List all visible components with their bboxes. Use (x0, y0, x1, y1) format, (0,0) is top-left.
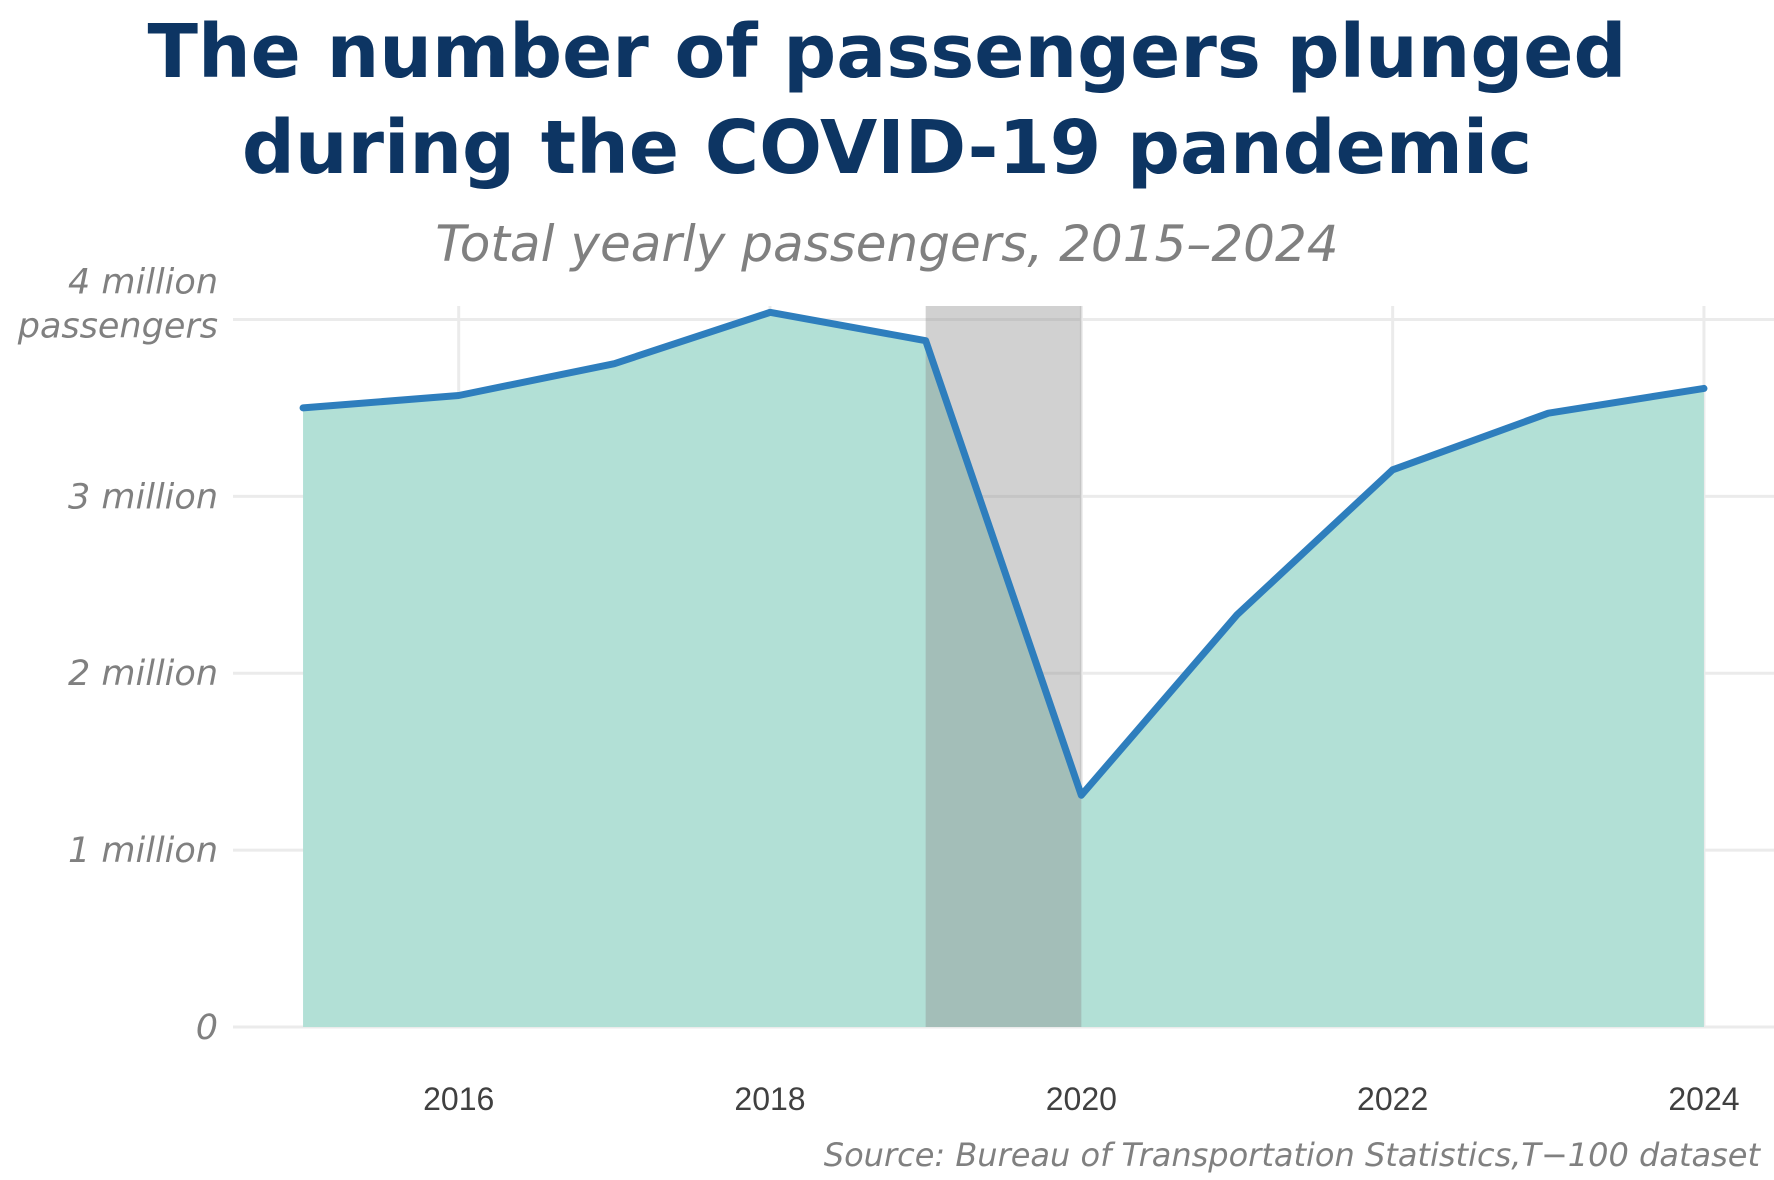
y-tick-label: 4 million (68, 262, 218, 302)
line-layer (299, 308, 1708, 799)
x-tick-label: 2020 (1046, 1081, 1117, 1117)
x-tick-label: 2018 (734, 1081, 805, 1117)
passenger-area (303, 312, 1704, 1027)
x-tick-label: 2022 (1357, 1081, 1428, 1117)
source-note: Source: Bureau of Transportation Statist… (823, 1136, 1760, 1174)
x-tick-label: 2024 (1668, 1081, 1739, 1117)
y-axis-ticks: 0 1 million 2 million 3 million 4 millionpas… (17, 262, 218, 1048)
x-tick-label: 2016 (423, 1081, 494, 1117)
chart-subtitle: Total yearly passengers, 2015–2024 (435, 215, 1339, 273)
y-tick-label: passengers (17, 306, 218, 346)
chart-title: The number of passengers plunged during … (0, 4, 1774, 196)
y-tick-label: 2 million (68, 654, 218, 694)
chart-title-line-2: during the COVID-19 pandemic (241, 105, 1533, 191)
passenger-line (299, 308, 1708, 799)
chart-title-line-1: The number of passengers plunged (147, 9, 1627, 95)
y-tick-label: 3 million (68, 477, 218, 517)
x-axis-ticks: 2016 2018 2020 2022 2024 (423, 1081, 1739, 1117)
area-layer (303, 312, 1704, 1027)
y-tick-label: 0 (196, 1008, 218, 1048)
y-tick-label: 1 million (68, 831, 218, 871)
